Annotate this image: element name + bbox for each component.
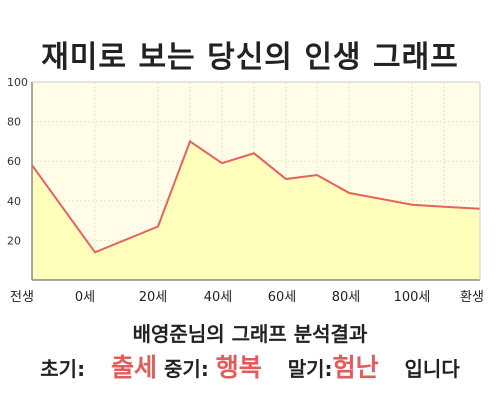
x-tick-label: 0세 [75, 290, 95, 305]
data-point [253, 152, 255, 154]
chart-title: 재미로 보는 당신의 인생 그래프 [41, 40, 459, 75]
x-tick-label: 전생 [10, 290, 34, 305]
y-tick-label: 100 [7, 76, 28, 89]
x-tick-label: 60세 [268, 290, 297, 305]
mid-label: 중기: [164, 357, 209, 381]
y-tick-label: 20 [7, 234, 21, 247]
mid-value: 행복 [215, 353, 262, 382]
area-fill [32, 141, 480, 280]
data-point [157, 226, 159, 228]
data-point [348, 192, 350, 194]
data-point [94, 251, 96, 253]
early-value: 출세 [111, 353, 158, 382]
y-tick-label: 60 [7, 155, 21, 168]
x-tick-label: 20세 [139, 290, 168, 305]
analysis-heading: 배영준님의 그래프 분석결과 [132, 322, 368, 346]
early-label: 초기: [40, 357, 86, 381]
y-tick-label: 80 [7, 116, 21, 129]
x-tick-label: 80세 [332, 290, 361, 305]
data-point [221, 162, 223, 164]
data-point [189, 140, 191, 142]
y-tick-label: 40 [7, 195, 21, 208]
data-point [316, 174, 318, 176]
x-tick-label: 환생 [460, 290, 484, 305]
late-value: 험난 [332, 353, 379, 382]
result-suffix: 입니다 [404, 357, 460, 381]
x-tick-label: 100세 [394, 290, 431, 305]
late-label: 말기: [287, 357, 333, 381]
data-point [411, 204, 413, 206]
data-point [285, 178, 287, 180]
x-tick-label: 40세 [204, 290, 233, 305]
series-line [31, 139, 481, 254]
analysis-result: 초기: 출세 중기: 행복 말기:험난 입니다 [0, 348, 500, 384]
data-point [443, 206, 445, 208]
